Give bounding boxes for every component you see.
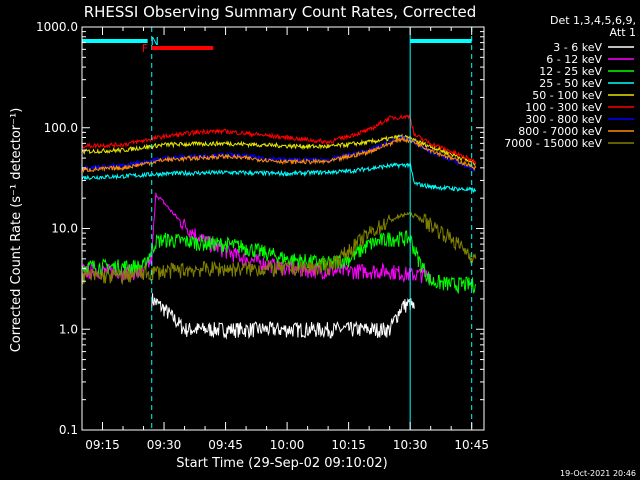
x-tick-label: 10:00 [270,438,305,452]
y-tick-label: 1.0 [59,322,78,336]
flag-bar [410,39,472,43]
legend-entry-label: 12 - 25 keV [539,65,602,78]
flag-label: N [151,35,159,48]
x-tick-label: 09:30 [147,438,182,452]
y-tick-label: 1000.0 [36,20,78,34]
legend-entry-label: 3 - 6 keV [553,41,602,54]
series-0 [151,293,415,340]
legend-entry-label: 25 - 50 keV [539,77,602,90]
series-line [81,113,477,165]
series-1 [81,192,432,284]
series-line [81,135,477,174]
legend-entry-label: 50 - 100 keV [532,89,602,102]
plot-frame [81,26,485,431]
axes-layer: 0.1 1.0 10.0 100.0 1000.0 09:15 09:30 09:45 10:0… [36,20,489,452]
chart-title: RHESSI Observing Summary Count Rates, Co… [84,3,477,21]
x-tick-label: 10:45 [454,438,489,452]
legend-entry-label: 6 - 12 keV [546,53,602,66]
x-tick-label: 10:30 [393,438,428,452]
y-tick-label: 10.0 [51,222,78,236]
x-tick-label: 09:15 [85,438,120,452]
series-line [81,162,477,194]
flag-label: F [142,42,148,55]
series-3 [81,162,477,194]
series-line [81,192,432,284]
y-tick-label: 100.0 [44,121,78,135]
x-axis-label: Start Time (29-Sep-02 09:10:02) [176,456,387,471]
legend-header: Att 1 [610,26,636,39]
series-line [151,293,415,340]
flag-bar [151,46,214,50]
series-line [81,133,476,166]
series-layer [81,113,477,340]
annotation-layer: NF [81,27,473,430]
series-7 [81,135,477,174]
legend-entry-label: 800 - 7000 keV [518,125,602,138]
x-tick-label: 10:15 [331,438,366,452]
legend-entry-label: 7000 - 15000 keV [504,137,602,150]
flag-bar [82,39,148,43]
y-axis-label: Corrected Count Rate (s⁻¹ detector⁻¹) [9,108,24,353]
plot-timestamp: 19-Oct-2021 20:46 [560,469,636,478]
legend-header: Det 1,3,4,5,6,9, [550,14,636,27]
y-tick-label: 0.1 [59,423,78,437]
legend-entry-label: 100 - 300 keV [525,101,602,114]
x-tick-label: 09:45 [208,438,243,452]
series-4 [81,133,476,166]
series-5 [81,113,477,165]
legend-entry-label: 300 - 800 keV [525,113,602,126]
